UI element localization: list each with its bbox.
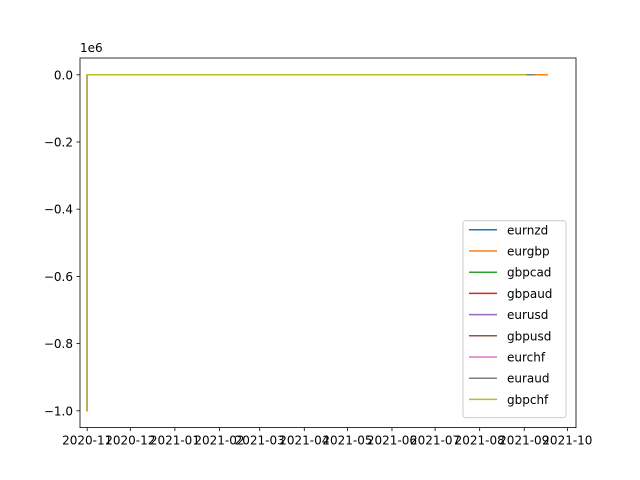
y-axis: 0.0 −0.2 −0.4 −0.6 −0.8 −1.0 <box>44 68 80 418</box>
x-tick-label: 2021-07 <box>410 434 460 448</box>
legend-label-gbpcad: gbpcad <box>507 266 551 280</box>
y-tick-label: −0.8 <box>44 337 73 351</box>
x-tick-label: 2021-06 <box>367 434 417 448</box>
legend: eurnzd eurgbp gbpcad gbpaud eurusd gbpusd eurc… <box>462 220 567 419</box>
legend-label-euraud: euraud <box>507 372 550 386</box>
x-axis: 2020-112020-122021-012021-022021-032021-… <box>62 427 592 448</box>
y-tick-label: −0.4 <box>44 203 73 217</box>
y-tick-label: −0.6 <box>44 270 73 284</box>
legend-label-eurnzd: eurnzd <box>507 223 548 237</box>
legend-label-eurusd: eurusd <box>507 308 548 322</box>
legend-box <box>462 220 567 419</box>
x-tick-label: 2021-10 <box>542 434 592 448</box>
legend-label-gbpaud: gbpaud <box>507 287 552 301</box>
legend-label-eurchf: eurchf <box>507 351 546 365</box>
x-tick-label: 2021-01 <box>150 434 200 448</box>
x-tick-label: 2021-09 <box>499 434 549 448</box>
x-tick-label: 2021-04 <box>279 434 329 448</box>
y-tick-label: −0.2 <box>44 136 73 150</box>
x-tick-label: 2021-02 <box>194 434 244 448</box>
x-tick-label: 2021-03 <box>235 434 285 448</box>
plot-frame <box>79 57 577 429</box>
legend-label-gbpusd: gbpusd <box>507 329 551 343</box>
y-tick-label: 0.0 <box>54 68 73 82</box>
legend-label-gbpchf: gbpchf <box>507 393 549 407</box>
x-tick-label: 2020-11 <box>62 434 112 448</box>
series-line-gbpchf <box>86 74 527 412</box>
series-layer <box>86 74 548 412</box>
x-tick-label: 2021-05 <box>322 434 372 448</box>
x-tick-label: 2020-12 <box>105 434 155 448</box>
y-offset-label: 1e6 <box>80 41 103 55</box>
x-tick-label: 2021-08 <box>455 434 505 448</box>
y-tick-label: −1.0 <box>44 404 73 418</box>
legend-label-eurgbp: eurgbp <box>507 245 550 259</box>
